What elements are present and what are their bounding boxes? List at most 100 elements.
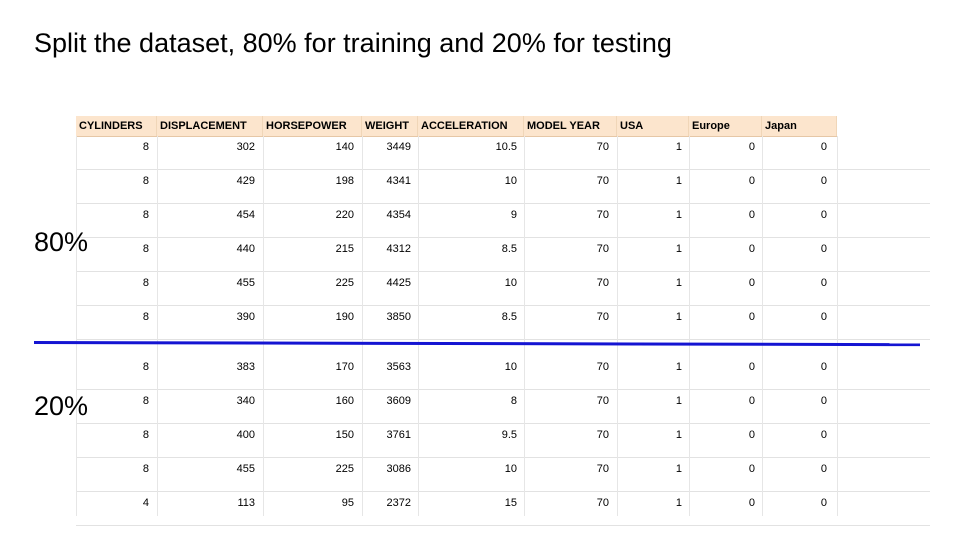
table-cell: 8 [142,395,149,407]
table-cell: 0 [820,311,827,323]
table-cell: 150 [335,429,354,441]
column-gridline [524,136,525,516]
table-cell: 1 [675,497,682,509]
row-gridline [76,389,930,390]
table-cell: 383 [236,361,255,373]
table-cell: 0 [820,277,827,289]
table-row: 8 455 225 4425 10 70 1 0 0 [76,272,930,306]
row-gridline [76,525,930,526]
column-gridline [762,136,763,516]
table-cell: 0 [820,209,827,221]
column-header: HORSEPOWER [263,116,362,136]
table-cell: 0 [820,361,827,373]
table-cell: 70 [596,141,609,153]
table-cell: 0 [820,175,827,187]
table-cell: 1 [675,361,682,373]
table-cell: 8 [142,429,149,441]
table-cell: 140 [335,141,354,153]
column-header: Europe [689,116,762,136]
table-cell: 9 [510,209,517,221]
table-row: 8 429 198 4341 10 70 1 0 0 [76,170,930,204]
table-row: 8 400 150 3761 9.5 70 1 0 0 [76,424,930,458]
table-cell: 0 [820,429,827,441]
table-cell: 455 [236,463,255,475]
table-cell: 70 [596,175,609,187]
table-cell: 70 [596,311,609,323]
table-cell: 70 [596,243,609,255]
table-cell: 70 [596,361,609,373]
table-cell: 8 [142,311,149,323]
table-cell: 0 [748,243,755,255]
table-header-row: CYLINDERS DISPLACEMENT HORSEPOWER WEIGHT ACC… [76,116,837,137]
table-cell: 8 [142,277,149,289]
table-cell: 8 [142,463,149,475]
table-cell: 70 [596,209,609,221]
table-cell: 4 [142,497,149,509]
column-gridline [617,136,618,516]
test-split-label: 20% [34,391,89,421]
table-cell: 1 [675,429,682,441]
table-cell: 198 [335,175,354,187]
table-cell: 454 [236,209,255,221]
table-cell: 0 [748,175,755,187]
table-row: 8 390 190 3850 8.5 70 1 0 0 [76,306,930,340]
table-row: 8 383 170 3563 10 70 1 0 0 [76,356,930,390]
table-cell: 2372 [386,497,411,509]
table-cell: 0 [748,497,755,509]
table-cell: 4341 [386,175,411,187]
column-header: CYLINDERS [76,116,157,136]
table-cell: 0 [820,497,827,509]
table-cell: 302 [236,141,255,153]
table-cell: 8 [142,141,149,153]
table-cell: 340 [236,395,255,407]
column-gridline [157,136,158,516]
table-cell: 1 [675,175,682,187]
table-cell: 9.5 [501,429,517,441]
column-header: WEIGHT [362,116,418,136]
table-row: 8 302 140 3449 10.5 70 1 0 0 [76,136,930,170]
table-row: 8 340 160 3609 8 70 1 0 0 [76,390,930,424]
table-cell: 10 [504,361,517,373]
column-header: ACCELERATION [418,116,524,136]
column-header: USA [617,116,689,136]
table-row: 8 455 225 3086 10 70 1 0 0 [76,458,930,492]
train-split-label: 80% [34,227,89,257]
table-cell: 15 [504,497,517,509]
row-gridline [76,203,930,204]
column-header: Japan [762,116,837,136]
table-cell: 3850 [386,311,411,323]
table-cell: 113 [237,497,255,509]
table-cell: 0 [748,463,755,475]
table-cell: 8 [510,395,517,407]
table-cell: 1 [675,141,682,153]
table-cell: 0 [748,141,755,153]
table-cell: 0 [748,361,755,373]
row-gridline [76,423,930,424]
table-cell: 8.5 [501,311,517,323]
table-cell: 3563 [386,361,411,373]
table-cell: 4354 [386,209,411,221]
table-cell: 0 [748,311,755,323]
table-cell: 10 [504,175,517,187]
table-cell: 160 [335,395,354,407]
table-cell: 3761 [386,429,411,441]
table-cell: 70 [596,463,609,475]
table-cell: 70 [596,497,609,509]
table-cell: 8 [142,209,149,221]
table-cell: 10.5 [495,141,517,153]
column-gridline [263,136,264,516]
column-gridline [362,136,363,516]
table-cell: 8 [142,243,149,255]
table-cell: 455 [236,277,255,289]
table-cell: 1 [675,463,682,475]
column-header: MODEL YEAR [524,116,617,136]
table-cell: 70 [596,277,609,289]
table-cell: 1 [675,277,682,289]
table-cell: 3086 [386,463,411,475]
table-cell: 70 [596,395,609,407]
table-cell: 10 [504,277,517,289]
table-cell: 0 [748,429,755,441]
table-cell: 1 [675,311,682,323]
table-cell: 3609 [386,395,411,407]
table-cell: 3449 [386,141,411,153]
